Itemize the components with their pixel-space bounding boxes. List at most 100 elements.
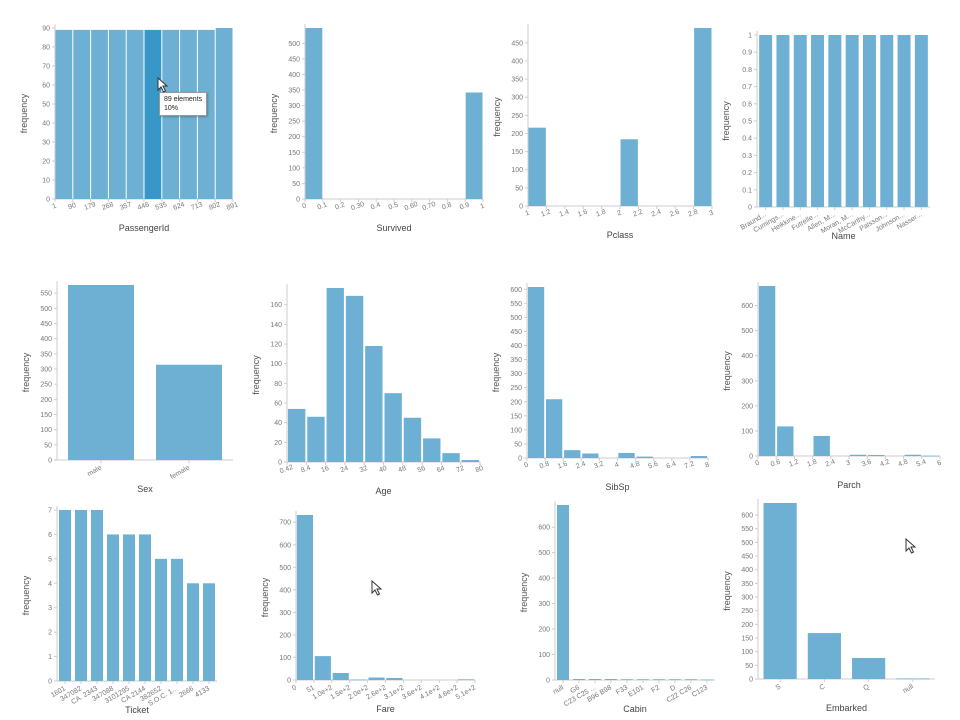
x-tick-label: 535: [155, 201, 168, 212]
bar[interactable]: [123, 534, 135, 681]
bar[interactable]: [345, 295, 364, 462]
bar[interactable]: [573, 678, 585, 680]
bar[interactable]: [171, 558, 183, 681]
bar[interactable]: [126, 29, 144, 200]
bar[interactable]: [589, 678, 601, 680]
y-tick-label: 300: [741, 378, 753, 385]
tooltip-count: 89 elements: [164, 96, 203, 103]
bar[interactable]: [546, 399, 563, 458]
bar[interactable]: [777, 426, 794, 456]
bar[interactable]: [690, 456, 708, 458]
bar[interactable]: [314, 656, 331, 680]
bar[interactable]: [922, 455, 940, 457]
bar[interactable]: [155, 558, 167, 681]
bar[interactable]: [564, 450, 581, 458]
y-tick-label: 0: [749, 677, 753, 684]
bar[interactable]: [139, 534, 151, 681]
y-tick-label: 400: [538, 576, 550, 583]
bar[interactable]: [386, 677, 403, 680]
y-tick-label: 550: [510, 301, 522, 308]
bar[interactable]: [653, 679, 665, 681]
bar[interactable]: [759, 35, 773, 207]
bar[interactable]: [694, 28, 712, 206]
x-tick-label: 1.6: [557, 461, 569, 471]
x-axis-title: PassengerId: [119, 223, 170, 233]
bar[interactable]: [621, 679, 633, 681]
bar[interactable]: [461, 460, 480, 462]
bar[interactable]: [776, 35, 790, 207]
bar[interactable]: [685, 679, 697, 681]
bar[interactable]: [896, 678, 930, 680]
bar[interactable]: [73, 29, 91, 200]
bar[interactable]: [828, 35, 842, 207]
x-tick-label: 4.8: [897, 459, 909, 469]
x-tick-label: 1: [479, 203, 485, 211]
bar[interactable]: [636, 456, 653, 458]
y-tick-label: 0: [278, 460, 282, 467]
bar[interactable]: [763, 503, 797, 679]
bar[interactable]: [807, 633, 841, 679]
bar[interactable]: [368, 677, 385, 680]
bar[interactable]: [457, 679, 475, 681]
bar[interactable]: [91, 29, 108, 200]
bar[interactable]: [849, 454, 867, 456]
bar[interactable]: [423, 438, 441, 462]
bar[interactable]: [442, 453, 460, 462]
bar[interactable]: [868, 454, 885, 456]
bar[interactable]: [914, 35, 928, 207]
bar[interactable]: [637, 679, 649, 681]
bar[interactable]: [203, 583, 215, 681]
bar[interactable]: [605, 678, 617, 680]
bar[interactable]: [287, 408, 306, 462]
bar[interactable]: [384, 393, 402, 462]
bar[interactable]: [701, 679, 713, 681]
bar[interactable]: [465, 92, 483, 199]
bar[interactable]: [108, 29, 126, 200]
bar[interactable]: [897, 35, 911, 207]
bar[interactable]: [813, 435, 830, 456]
bar[interactable]: [811, 35, 825, 207]
y-tick-label: 150: [40, 412, 52, 419]
bar[interactable]: [55, 29, 73, 200]
bar[interactable]: [156, 364, 222, 460]
bar[interactable]: [852, 657, 886, 679]
bar[interactable]: [91, 510, 103, 681]
bar[interactable]: [758, 286, 776, 456]
bar[interactable]: [350, 679, 367, 681]
bar[interactable]: [527, 287, 545, 458]
bar[interactable]: [862, 35, 876, 207]
x-axis-title: Ticket: [125, 705, 149, 715]
bar[interactable]: [305, 28, 323, 199]
x-tick-label: 891: [226, 201, 239, 212]
bar[interactable]: [332, 673, 349, 680]
bar[interactable]: [845, 35, 859, 207]
bar[interactable]: [75, 510, 87, 681]
y-tick-label: 5: [48, 556, 52, 563]
bar[interactable]: [403, 417, 422, 462]
bar[interactable]: [307, 416, 325, 462]
x-tick-label: 64: [436, 465, 446, 474]
bar[interactable]: [618, 452, 635, 458]
bar[interactable]: [669, 679, 681, 681]
bar[interactable]: [528, 127, 546, 206]
bar[interactable]: [107, 534, 119, 681]
bar[interactable]: [187, 583, 199, 681]
bar[interactable]: [557, 505, 569, 680]
bar[interactable]: [880, 35, 894, 207]
bar[interactable]: [620, 139, 638, 206]
x-tick-label: 0.1: [317, 202, 329, 212]
bar[interactable]: [582, 453, 599, 459]
y-tick-label: 600: [510, 287, 522, 294]
bar[interactable]: [365, 346, 383, 462]
bar[interactable]: [326, 288, 344, 462]
bar[interactable]: [904, 454, 921, 456]
bar[interactable]: [296, 515, 314, 680]
bar[interactable]: [215, 28, 233, 199]
bar[interactable]: [59, 510, 71, 681]
bar[interactable]: [793, 35, 807, 207]
bar[interactable]: [144, 29, 162, 200]
bar[interactable]: [68, 285, 134, 460]
